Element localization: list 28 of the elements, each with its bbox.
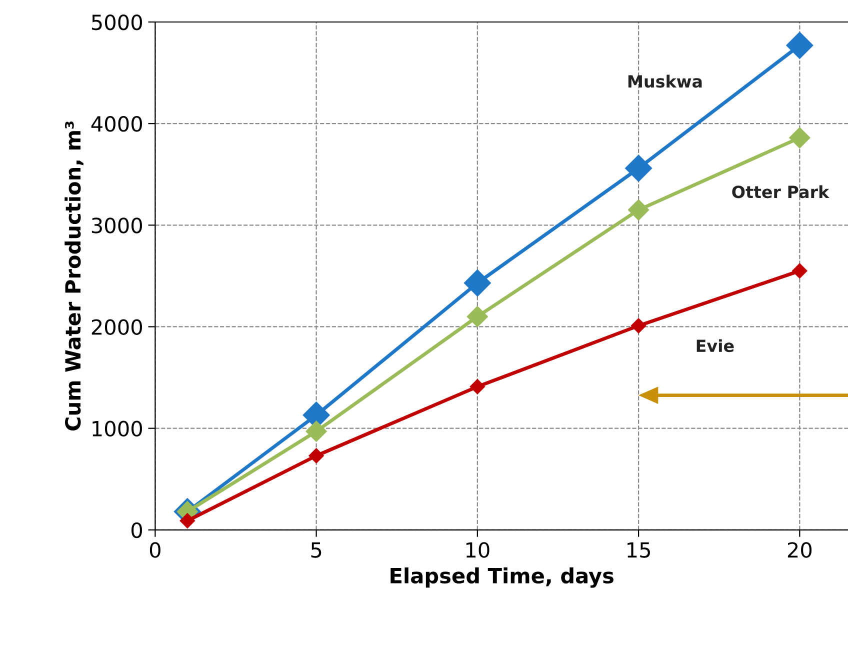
point [786, 32, 814, 59]
point [470, 379, 485, 394]
y-axis-title: Cum Water Production, m³ [64, 121, 84, 430]
y-tick-label: 0 [131, 522, 142, 538]
x-tick-label: 10 [466, 542, 490, 558]
point [180, 513, 195, 528]
point [466, 306, 488, 328]
x-axis-title: Elapsed Time, days [390, 567, 614, 588]
x-tick-label: 15 [628, 542, 650, 558]
y-tick-label: 5000 [92, 14, 142, 30]
x-tick-label: 5 [311, 542, 322, 558]
point [464, 270, 491, 297]
point [630, 318, 646, 334]
series-label: Evie [696, 339, 734, 352]
x-tick-label: 20 [788, 542, 812, 558]
y-tick-label: 2000 [92, 319, 142, 335]
point [792, 263, 808, 278]
point [628, 199, 650, 220]
series-label: Muskwa [628, 74, 702, 88]
y-tick-label: 4000 [91, 116, 142, 132]
y-tick-label: 3000 [92, 218, 142, 234]
point [789, 127, 810, 148]
series-label: Otter Park [732, 185, 830, 198]
x-tick-label: 0 [150, 542, 160, 558]
y-tick-label: 1000 [92, 420, 142, 437]
point [308, 448, 324, 464]
point [306, 420, 327, 442]
point [625, 154, 652, 182]
